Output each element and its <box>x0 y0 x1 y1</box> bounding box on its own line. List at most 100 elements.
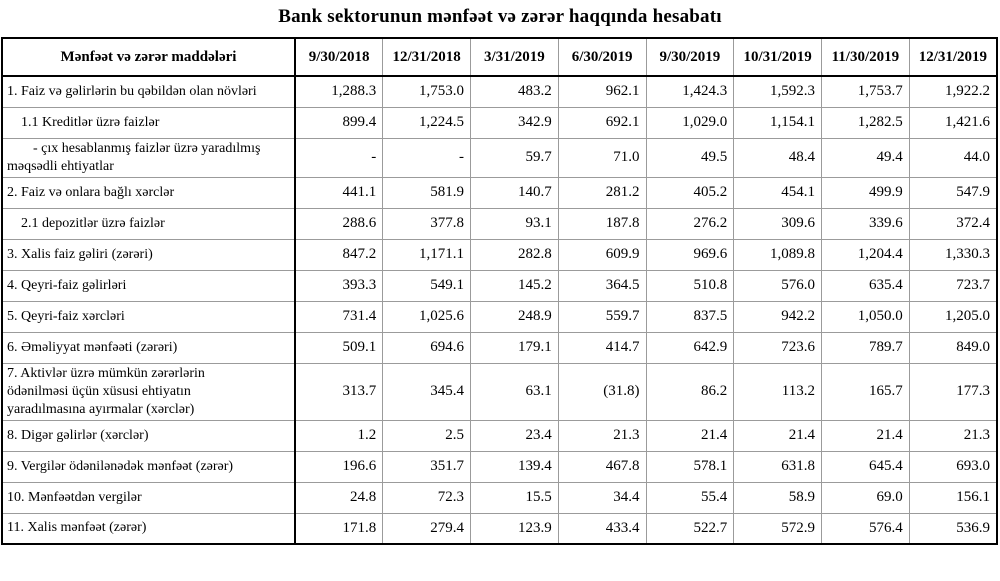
table-row: 2. Faiz və onlara bağlı xərclər 441.1 581.… <box>1 176 998 209</box>
cell-value: 837.5 <box>645 300 735 333</box>
row-label: 2.1 depozitlər üzrə faizlər <box>1 207 296 240</box>
row-label: 7. Aktivlər üzrə mümkün zərərlərin ödəni… <box>1 362 296 421</box>
cell-value: 969.6 <box>645 238 735 271</box>
cell-value: 559.7 <box>557 300 647 333</box>
cell-value: 276.2 <box>645 207 735 240</box>
cell-value: - <box>294 137 384 178</box>
cell-value: 694.6 <box>382 331 471 364</box>
cell-value: 59.7 <box>470 137 559 178</box>
cell-value: 1,154.1 <box>733 106 822 139</box>
row-label: 10. Mənfəətdən vergilər <box>1 481 296 514</box>
cell-value: 454.1 <box>733 176 822 209</box>
cell-value: 281.2 <box>557 176 647 209</box>
cell-value: 572.9 <box>733 512 822 545</box>
row-label: 11. Xalis mənfəət (zərər) <box>1 512 296 545</box>
cell-value: 377.8 <box>382 207 471 240</box>
cell-value: 899.4 <box>294 106 384 139</box>
cell-value: 342.9 <box>470 106 559 139</box>
cell-value: 364.5 <box>557 269 647 302</box>
cell-value: 723.6 <box>733 331 822 364</box>
column-header-date: 3/31/2019 <box>470 37 559 77</box>
cell-value: 581.9 <box>382 176 471 209</box>
cell-value: 196.6 <box>294 450 384 483</box>
column-header-date: 9/30/2018 <box>294 37 384 77</box>
cell-value: 1,592.3 <box>733 75 822 108</box>
column-header-date: 12/31/2018 <box>382 37 471 77</box>
cell-value: 123.9 <box>470 512 559 545</box>
cell-value: 21.4 <box>821 419 910 452</box>
cell-value: 177.3 <box>908 362 998 421</box>
cell-value: 86.2 <box>645 362 735 421</box>
cell-value: 49.5 <box>645 137 735 178</box>
cell-value: 642.9 <box>645 331 735 364</box>
cell-value: 849.0 <box>908 331 998 364</box>
cell-value: 1,025.6 <box>382 300 471 333</box>
cell-value: 93.1 <box>470 207 559 240</box>
row-label: 5. Qeyri-faiz xərcləri <box>1 300 296 333</box>
cell-value: 34.4 <box>557 481 647 514</box>
cell-value: 509.1 <box>294 331 384 364</box>
row-label: 9. Vergilər ödənilənədək mənfəət (zərər) <box>1 450 296 483</box>
cell-value: 847.2 <box>294 238 384 271</box>
table-row: 8. Digər gəlirlər (xərclər) 1.2 2.5 23.4 21.… <box>1 419 998 452</box>
cell-value: 171.8 <box>294 512 384 545</box>
cell-value: 1,205.0 <box>908 300 998 333</box>
cell-value: 609.9 <box>557 238 647 271</box>
column-header-date: 10/31/2019 <box>733 37 822 77</box>
cell-value: 441.1 <box>294 176 384 209</box>
cell-value: 69.0 <box>821 481 910 514</box>
row-label: 1. Faiz və gəlirlərin bu qəbildən olan n… <box>1 75 296 108</box>
cell-value: 58.9 <box>733 481 822 514</box>
row-label: - çıx hesablanmış faizlər üzrə yaradılmı… <box>1 137 296 178</box>
cell-value: 113.2 <box>733 362 822 421</box>
cell-value: 1,922.2 <box>908 75 998 108</box>
cell-value: 55.4 <box>645 481 735 514</box>
cell-value: 405.2 <box>645 176 735 209</box>
cell-value: 21.3 <box>908 419 998 452</box>
cell-value: 179.1 <box>470 331 559 364</box>
cell-value: 1,288.3 <box>294 75 384 108</box>
cell-value: 547.9 <box>908 176 998 209</box>
cell-value: (31.8) <box>557 362 647 421</box>
column-header-date: 11/30/2019 <box>821 37 910 77</box>
cell-value: 1,282.5 <box>821 106 910 139</box>
profit-loss-table: Mənfəət və zərər maddələri 9/30/2018 12/… <box>1 37 998 545</box>
cell-value: 288.6 <box>294 207 384 240</box>
cell-value: 731.4 <box>294 300 384 333</box>
cell-value: 483.2 <box>470 75 559 108</box>
cell-value: 345.4 <box>382 362 471 421</box>
table-row: 3. Xalis faiz gəliri (zərəri) 847.2 1,171.… <box>1 238 998 271</box>
cell-value: 165.7 <box>821 362 910 421</box>
cell-value: 21.4 <box>733 419 822 452</box>
row-label: 8. Digər gəlirlər (xərclər) <box>1 419 296 452</box>
cell-value: 1,224.5 <box>382 106 471 139</box>
cell-value: 510.8 <box>645 269 735 302</box>
cell-value: 1,421.6 <box>908 106 998 139</box>
cell-value: 339.6 <box>821 207 910 240</box>
column-header-date: 12/31/2019 <box>908 37 998 77</box>
cell-value: 1,171.1 <box>382 238 471 271</box>
table-row: 6. Əməliyyat mənfəəti (zərəri) 509.1 694.6… <box>1 331 998 364</box>
cell-value: 467.8 <box>557 450 647 483</box>
row-label: 6. Əməliyyat mənfəəti (zərəri) <box>1 331 296 364</box>
table-row: - çıx hesablanmış faizlər üzrə yaradılmı… <box>1 137 998 178</box>
cell-value: 723.7 <box>908 269 998 302</box>
cell-value: 645.4 <box>821 450 910 483</box>
cell-value: 576.0 <box>733 269 822 302</box>
cell-value: 187.8 <box>557 207 647 240</box>
cell-value: 313.7 <box>294 362 384 421</box>
cell-value: 578.1 <box>645 450 735 483</box>
cell-value: 72.3 <box>382 481 471 514</box>
cell-value: 1,753.0 <box>382 75 471 108</box>
cell-value: 372.4 <box>908 207 998 240</box>
column-header-date: 6/30/2019 <box>557 37 647 77</box>
row-label: 2. Faiz və onlara bağlı xərclər <box>1 176 296 209</box>
cell-value: 692.1 <box>557 106 647 139</box>
cell-value: 1,089.8 <box>733 238 822 271</box>
cell-value: 576.4 <box>821 512 910 545</box>
cell-value: 279.4 <box>382 512 471 545</box>
cell-value: 309.6 <box>733 207 822 240</box>
cell-value: 1,330.3 <box>908 238 998 271</box>
table-row: 9. Vergilər ödənilənədək mənfəət (zərər)… <box>1 450 998 483</box>
table-row: 5. Qeyri-faiz xərcləri 731.4 1,025.6 248.9 5… <box>1 300 998 333</box>
